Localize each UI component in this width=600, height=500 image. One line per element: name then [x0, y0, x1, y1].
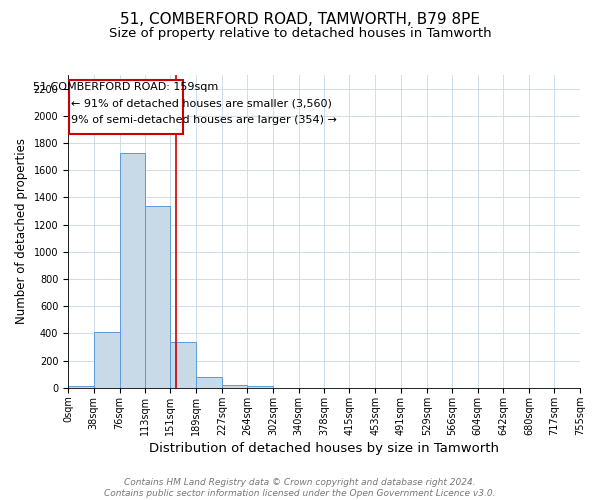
Bar: [94, 332, 119, 388]
Bar: [145, 206, 170, 388]
Text: 51 COMBERFORD ROAD: 159sqm: 51 COMBERFORD ROAD: 159sqm: [34, 82, 218, 92]
Text: ← 91% of detached houses are smaller (3,560): ← 91% of detached houses are smaller (3,…: [71, 98, 332, 108]
Text: 51, COMBERFORD ROAD, TAMWORTH, B79 8PE: 51, COMBERFORD ROAD, TAMWORTH, B79 8PE: [120, 12, 480, 28]
Text: Size of property relative to detached houses in Tamworth: Size of property relative to detached ho…: [109, 28, 491, 40]
Y-axis label: Number of detached properties: Number of detached properties: [15, 138, 28, 324]
Bar: [196, 377, 222, 388]
Bar: [119, 152, 145, 388]
Bar: [69, 80, 184, 134]
Text: Contains HM Land Registry data © Crown copyright and database right 2024.
Contai: Contains HM Land Registry data © Crown c…: [104, 478, 496, 498]
Bar: [68, 386, 94, 388]
Bar: [247, 386, 273, 388]
Bar: [170, 342, 196, 388]
Text: 9% of semi-detached houses are larger (354) →: 9% of semi-detached houses are larger (3…: [71, 114, 337, 124]
X-axis label: Distribution of detached houses by size in Tamworth: Distribution of detached houses by size …: [149, 442, 499, 455]
Bar: [222, 384, 247, 388]
